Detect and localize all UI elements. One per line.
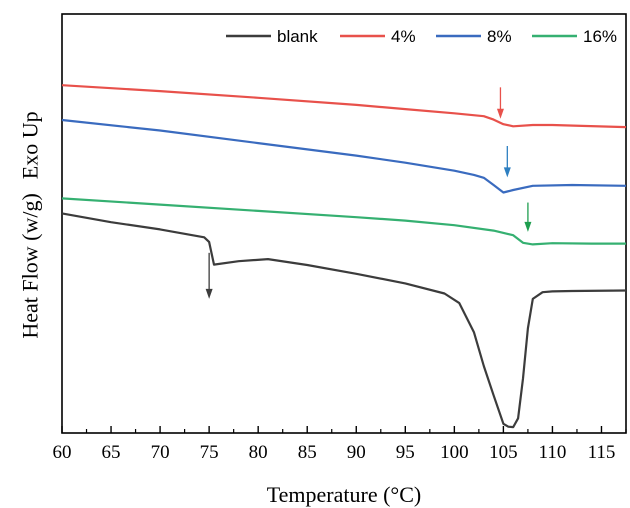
legend: blank 4% 8% 16% [226,27,617,46]
series-line-16% [61,197,626,246]
series-line-blank [61,212,627,429]
x-tick-label-115: 115 [588,442,616,463]
x-tick-label-95: 95 [396,442,415,463]
annotation-arrows [205,87,532,299]
x-tick-label-60: 60 [53,442,72,463]
series-line-8% [61,118,627,194]
x-tick-label-105: 105 [489,442,518,463]
legend-label-4%: 4% [391,27,416,46]
legend-label-16%: 16% [583,27,617,46]
series-group [61,84,627,429]
x-tick-label-110: 110 [539,442,567,463]
y-axis-label: Heat Flow (w/g) [18,193,43,338]
arrow-head-2 [503,167,511,178]
x-tick-label-70: 70 [151,442,170,463]
x-axis-ticks: 60 65 70 75 80 85 90 95 100 105 110 115 [53,426,627,463]
x-tick-label-80: 80 [249,442,268,463]
legend-label-8%: 8% [487,27,512,46]
arrow-head-3 [524,221,532,232]
x-tick-label-100: 100 [440,442,469,463]
series-line-4% [61,84,627,129]
x-tick-label-85: 85 [298,442,317,463]
legend-label-blank: blank [277,27,318,46]
plot-frame [61,13,627,434]
arrow-head-0 [205,288,213,299]
x-tick-label-75: 75 [200,442,219,463]
exo-up-label: Exo Up [18,111,43,179]
y-axis-title: Heat Flow (w/g) Exo Up [18,111,43,338]
arrow-head-1 [496,108,504,119]
x-axis-title: Temperature (°C) [267,482,421,507]
x-tick-label-90: 90 [347,442,366,463]
x-tick-label-65: 65 [102,442,121,463]
